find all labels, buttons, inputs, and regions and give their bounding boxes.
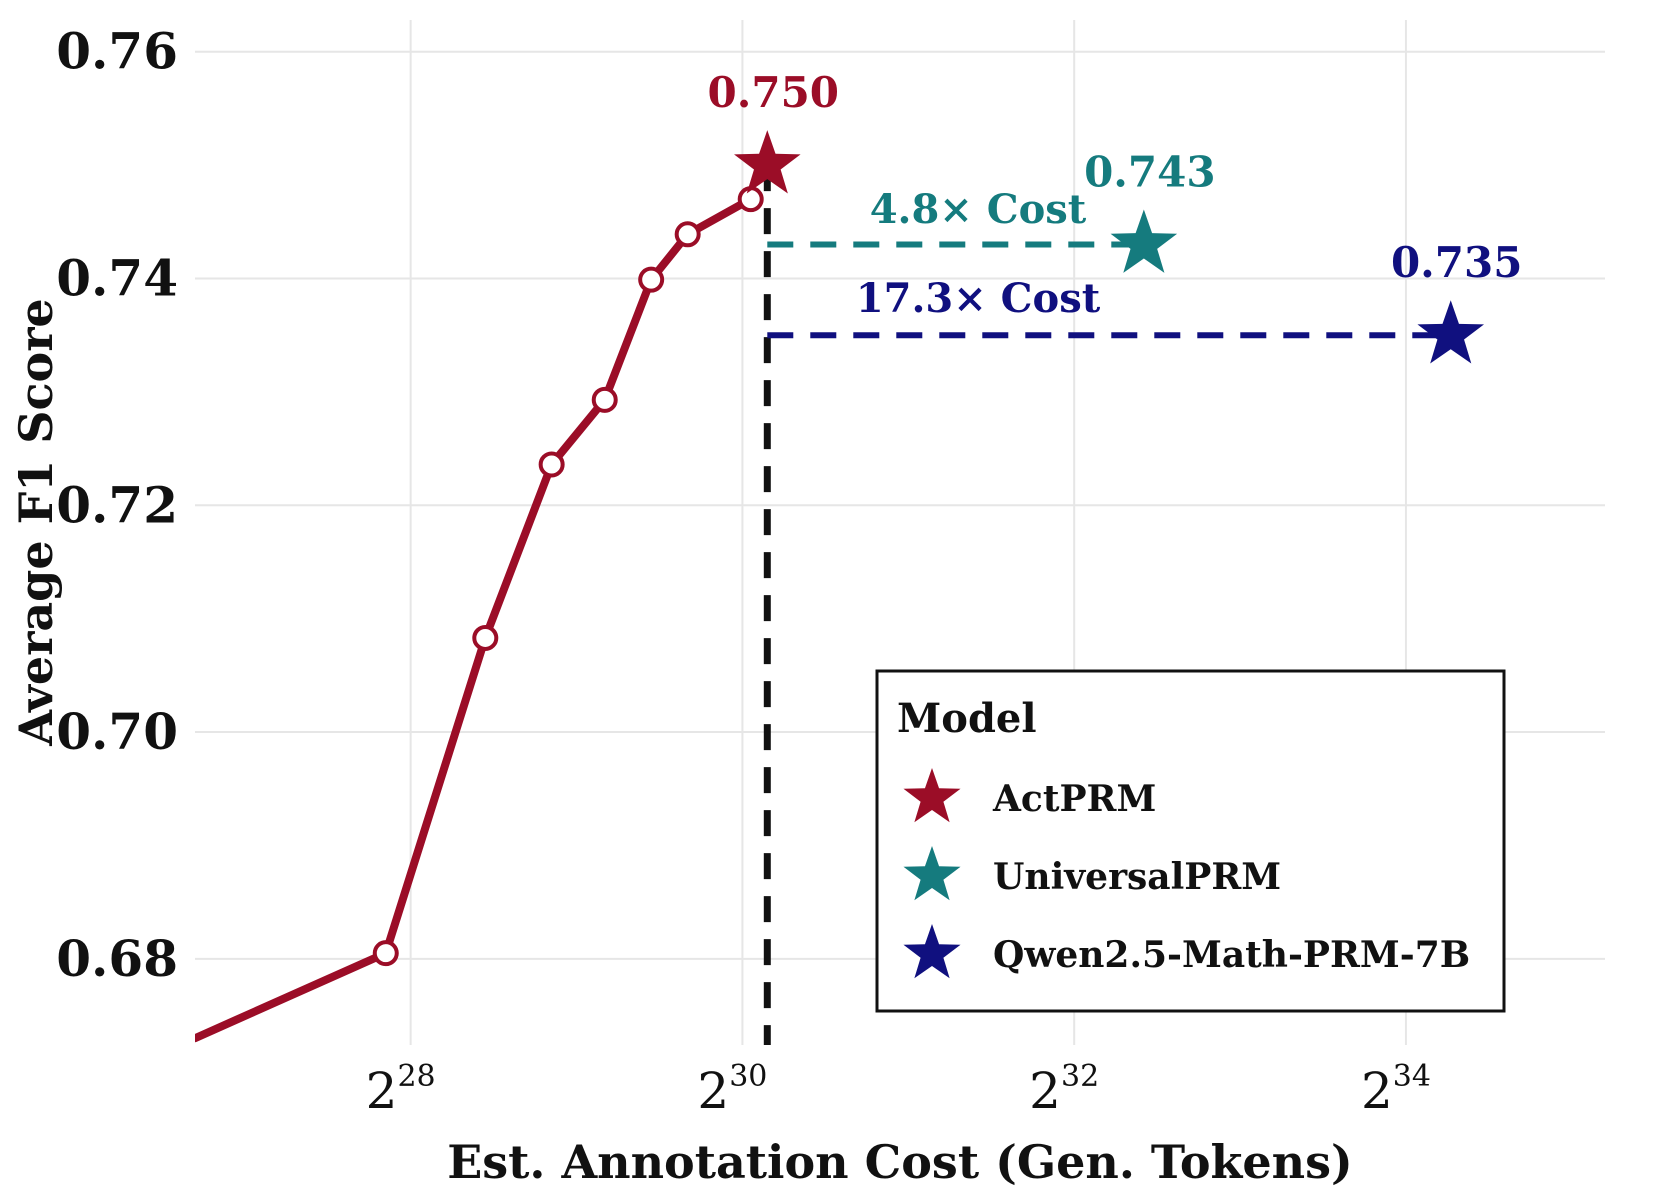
cost-annotation-qwen: 17.3× Cost (856, 275, 1101, 322)
x-tick-base: 2 (366, 1062, 398, 1120)
star-value-label: 0.750 (708, 68, 840, 117)
actprm-point (737, 186, 764, 213)
actprm-point (674, 221, 701, 248)
x-tick-exponent: 34 (1393, 1059, 1431, 1094)
legend-star-icon (903, 846, 961, 901)
legend: Model ActPRM UniversalPRM Qwen2.5-Math-PRM… (875, 669, 1506, 1013)
star-universalprm (1110, 209, 1178, 273)
cost-annotation-universalprm: 4.8× Cost (870, 186, 1087, 233)
actprm-series (195, 186, 764, 1043)
x-tick-base: 2 (697, 1062, 729, 1120)
model-stars: 0.750 0.743 0.735 (708, 68, 1523, 364)
legend-label: ActPRM (992, 778, 1156, 820)
x-tick-label: 228 (366, 1059, 436, 1120)
reference-lines (763, 165, 1451, 1045)
x-axis-title: Est. Annotation Cost (Gen. Tokens) (447, 1135, 1353, 1186)
x-tick-base: 2 (1361, 1062, 1393, 1120)
x-tick-label: 232 (1029, 1059, 1099, 1120)
y-axis-ticks: 0.68 0.70 0.72 0.74 0.76 (56, 22, 178, 988)
y-tick-label: 0.72 (56, 475, 178, 534)
x-tick-label: 234 (1361, 1059, 1431, 1120)
x-tick-exponent: 28 (397, 1059, 435, 1094)
actprm-point (638, 266, 665, 293)
x-tick-base: 2 (1029, 1062, 1061, 1120)
x-tick-exponent: 30 (729, 1059, 767, 1094)
star-actprm (734, 130, 801, 194)
legend-entries: ActPRM UniversalPRM Qwen2.5-Math-PRM-7B (903, 768, 1470, 979)
y-tick-label: 0.68 (56, 929, 178, 988)
y-tick-label: 0.70 (56, 702, 178, 761)
x-axis-ticks: 228 230 232 234 (366, 1059, 1431, 1120)
actprm-point (591, 386, 618, 413)
actprm-point (472, 624, 499, 651)
legend-label: UniversalPRM (993, 856, 1281, 898)
y-axis-title: Average F1 Score (9, 298, 63, 746)
star-value-label: 0.735 (1391, 238, 1523, 287)
legend-star-icon (903, 768, 961, 823)
actprm-line (195, 195, 755, 1043)
legend-title: Model (897, 695, 1037, 742)
star-value-label: 0.743 (1084, 148, 1216, 197)
x-tick-label: 230 (697, 1059, 767, 1120)
x-tick-exponent: 32 (1061, 1059, 1099, 1094)
actprm-point (538, 451, 565, 478)
y-tick-label: 0.74 (56, 249, 178, 308)
legend-label: Qwen2.5-Math-PRM-7B (993, 934, 1470, 976)
legend-box (875, 669, 1506, 1013)
y-tick-label: 0.76 (56, 22, 178, 81)
star-qwen2-5-math-prm-7b (1417, 300, 1485, 364)
legend-star-icon (903, 924, 961, 979)
actprm-point (372, 940, 399, 967)
